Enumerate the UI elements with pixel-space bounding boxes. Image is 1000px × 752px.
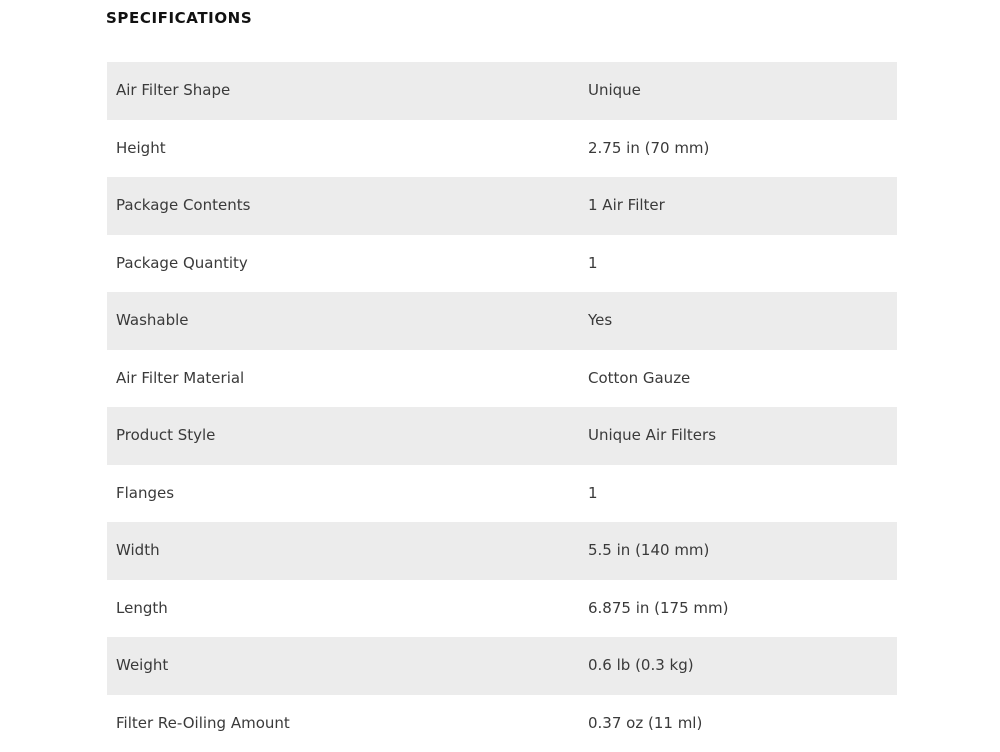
specifications-table: Air Filter Shape Unique Height 2.75 in (70 …	[107, 62, 897, 752]
spec-row: Washable Yes	[107, 292, 897, 350]
spec-label: Package Contents	[116, 177, 250, 235]
spec-row: Package Contents 1 Air Filter	[107, 177, 897, 235]
spec-row: Length 6.875 in (175 mm)	[107, 580, 897, 638]
spec-value: 1	[588, 235, 598, 293]
spec-label: Product Style	[116, 407, 215, 465]
spec-value: 1 Air Filter	[588, 177, 665, 235]
spec-label: Air Filter Material	[116, 350, 244, 408]
spec-row: Product Style Unique Air Filters	[107, 407, 897, 465]
spec-row: Height 2.75 in (70 mm)	[107, 120, 897, 178]
spec-row: Filter Re-Oiling Amount 0.37 oz (11 ml)	[107, 695, 897, 752]
spec-row: Weight 0.6 lb (0.3 kg)	[107, 637, 897, 695]
spec-label: Length	[116, 580, 168, 638]
spec-label: Flanges	[116, 465, 174, 523]
spec-value: 2.75 in (70 mm)	[588, 120, 709, 178]
spec-label: Height	[116, 120, 166, 178]
spec-label: Weight	[116, 637, 168, 695]
spec-label: Air Filter Shape	[116, 62, 230, 120]
spec-value: Cotton Gauze	[588, 350, 690, 408]
spec-value: Yes	[588, 292, 612, 350]
section-title: SPECIFICATIONS	[106, 9, 252, 27]
spec-value: Unique	[588, 62, 641, 120]
spec-row: Air Filter Shape Unique	[107, 62, 897, 120]
spec-value: 0.37 oz (11 ml)	[588, 695, 702, 752]
spec-row: Air Filter Material Cotton Gauze	[107, 350, 897, 408]
spec-row: Flanges 1	[107, 465, 897, 523]
spec-label: Package Quantity	[116, 235, 248, 293]
spec-value: 6.875 in (175 mm)	[588, 580, 728, 638]
spec-value: 1	[588, 465, 598, 523]
spec-label: Width	[116, 522, 160, 580]
spec-value: 5.5 in (140 mm)	[588, 522, 709, 580]
spec-label: Filter Re-Oiling Amount	[116, 695, 290, 752]
spec-row: Package Quantity 1	[107, 235, 897, 293]
spec-value: 0.6 lb (0.3 kg)	[588, 637, 694, 695]
spec-row: Width 5.5 in (140 mm)	[107, 522, 897, 580]
spec-label: Washable	[116, 292, 189, 350]
spec-value: Unique Air Filters	[588, 407, 716, 465]
